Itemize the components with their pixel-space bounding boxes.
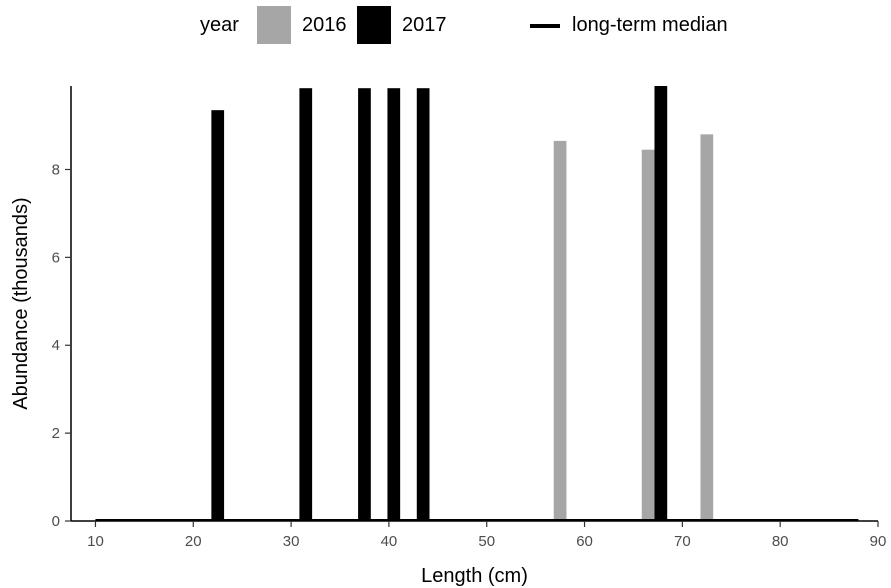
bar-2017-43.5 bbox=[416, 88, 430, 522]
bar-2017-37.5 bbox=[358, 88, 371, 522]
x-tick-label-50: 50 bbox=[478, 533, 495, 550]
legend-median-line-key bbox=[530, 24, 560, 28]
y-tick-label-8: 8 bbox=[52, 161, 60, 178]
bar-2017-31.5 bbox=[299, 88, 313, 522]
bar-2016-66.5 bbox=[641, 149, 655, 521]
legend-label-2016: 2016 bbox=[302, 14, 347, 36]
x-tick-label-20: 20 bbox=[185, 533, 202, 550]
bar-2016-57.5 bbox=[553, 140, 567, 521]
x-tick-label-70: 70 bbox=[674, 533, 691, 550]
y-tick-label-6: 6 bbox=[52, 249, 60, 266]
legend-swatch-2016 bbox=[257, 6, 291, 44]
x-tick-label-40: 40 bbox=[381, 533, 398, 550]
bars-layer bbox=[95, 86, 859, 522]
legend-title: year bbox=[200, 14, 239, 36]
legend-label-2017: 2017 bbox=[402, 14, 447, 36]
y-tick-label-0: 0 bbox=[52, 513, 60, 530]
legend-label-median: long-term median bbox=[572, 14, 728, 36]
bar-2017-22.5 bbox=[211, 110, 225, 522]
x-tick-label-90: 90 bbox=[870, 533, 887, 550]
legend-swatch-2017 bbox=[357, 6, 391, 44]
legend: year 2016 2017 long-term median bbox=[0, 6, 891, 44]
y-tick-label-4: 4 bbox=[52, 337, 60, 354]
x-tick-label-30: 30 bbox=[283, 533, 300, 550]
y-axis-label: Abundance (thousands) bbox=[10, 197, 32, 409]
x-axis-label: Length (cm) bbox=[421, 565, 528, 587]
bar-2017-67.8 bbox=[654, 86, 668, 521]
x-tick-label-80: 80 bbox=[772, 533, 789, 550]
x-tick-label-60: 60 bbox=[576, 533, 593, 550]
bar-2016-72.5 bbox=[700, 134, 714, 522]
bar-2017-40.5 bbox=[387, 88, 401, 522]
x-tick-label-10: 10 bbox=[87, 533, 104, 550]
y-tick-label-2: 2 bbox=[52, 425, 60, 442]
axes-layer: 10 20 30 40 50 60 70 80 90 0 2 4 6 8 bbox=[52, 86, 887, 550]
